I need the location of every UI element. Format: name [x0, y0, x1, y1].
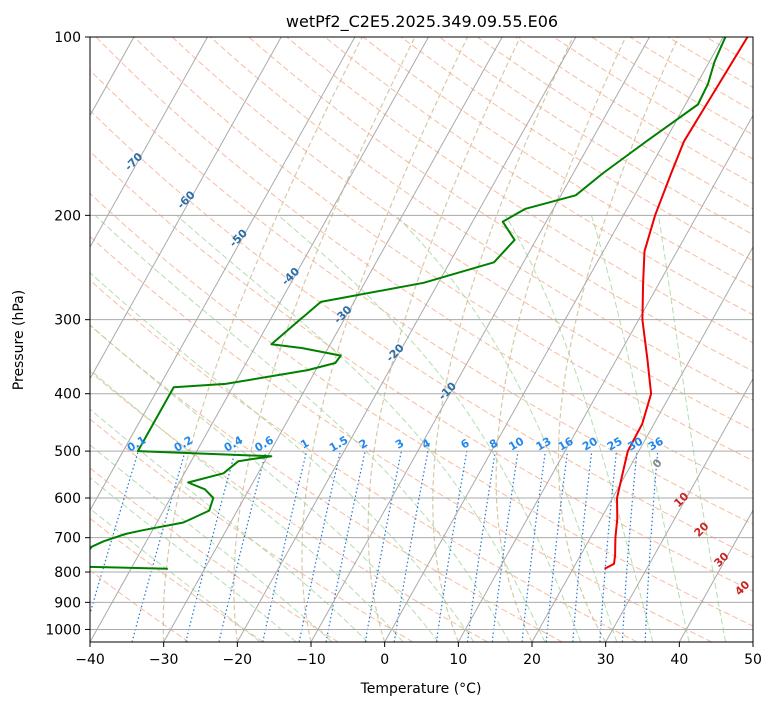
- isotherm-line: [90, 37, 208, 249]
- mixing-ratio-line: [218, 450, 267, 642]
- dry-adiabat: [210, 37, 753, 401]
- moist-adiabat: [658, 215, 727, 642]
- sounding-series: [90, 37, 749, 570]
- dry-adiabat: [90, 109, 753, 558]
- x-tick-label: 20: [523, 652, 541, 668]
- x-tick-label: −40: [75, 652, 105, 668]
- mixing-ratio-line: [572, 451, 593, 642]
- y-tick-label: 700: [54, 531, 81, 547]
- moist-adiabat: [90, 272, 475, 642]
- axes: −40 −30 −20 −10 0 10 20 30 40 50 100 200 300 400 500 60…: [45, 30, 762, 668]
- mixing-ratio-line: [491, 451, 519, 642]
- isotherm-line: [90, 37, 356, 512]
- background-curve: [557, 37, 679, 642]
- x-tick-label: −10: [296, 652, 326, 668]
- mixing-ratio-line: [466, 450, 496, 642]
- background-curve: [367, 37, 521, 642]
- chart-title: wetPf2_C2E5.2025.349.09.55.E06: [286, 12, 558, 32]
- dry-adiabat: [95, 37, 753, 493]
- isotherm-line: [605, 377, 753, 642]
- y-tick-label: 400: [54, 387, 81, 403]
- isotherm-line: [236, 37, 577, 642]
- mixing-ratio-line: [90, 450, 139, 616]
- dewpoint-line: [90, 37, 727, 570]
- y-axis-label: Pressure (hPa): [11, 290, 27, 390]
- x-tick-label: −30: [149, 652, 179, 668]
- moist-adiabat: [90, 477, 297, 642]
- isotherm-line: [90, 37, 429, 642]
- y-tick-label: 200: [54, 208, 81, 224]
- isotherm-line: [457, 114, 753, 642]
- moist-adiabat: [590, 215, 690, 642]
- mixing-ratio-line: [262, 450, 308, 642]
- mixing-ratio-line: [185, 450, 236, 642]
- background-curve: [432, 37, 574, 642]
- dry-adiabat: [90, 467, 339, 642]
- x-tick-label: 50: [744, 652, 762, 668]
- background-curve: [301, 37, 469, 642]
- isotherm-line: [310, 37, 650, 642]
- x-tick-label: −20: [223, 652, 253, 668]
- mixing-ratio-line: [599, 451, 618, 642]
- y-tick-label: 800: [54, 565, 81, 581]
- dry-adiabat: [90, 235, 712, 642]
- y-tick-label: 1000: [45, 622, 81, 638]
- dry-adiabat: [90, 370, 488, 642]
- isotherm-line: [384, 37, 724, 642]
- mixing-ratio-line: [545, 451, 569, 642]
- dry-adiabat: [90, 279, 638, 642]
- mixing-ratio-line: [298, 450, 341, 642]
- x-tick-label: 40: [670, 652, 688, 668]
- temperature-line: [604, 37, 749, 570]
- background-curve: [162, 37, 363, 642]
- isotherm-line: [90, 37, 282, 380]
- y-tick-label: 600: [54, 491, 81, 507]
- x-tick-label: 0: [380, 652, 389, 668]
- background-curve: [233, 37, 416, 642]
- dry-adiabat: [90, 517, 264, 642]
- x-tick-label: 10: [449, 652, 467, 668]
- moist-adiabat: [94, 214, 510, 642]
- isotherm-line: [678, 509, 753, 642]
- dry-adiabat: [90, 150, 753, 592]
- y-tick-label: 500: [54, 444, 81, 460]
- dry-adiabat: [90, 569, 190, 642]
- x-axis-label: Temperature (°C): [360, 681, 482, 697]
- dry-adiabat: [90, 192, 753, 627]
- y-tick-label: 900: [54, 595, 81, 611]
- dry-adiabat: [90, 69, 753, 525]
- isotherm-line: [531, 245, 753, 642]
- moist-adiabat: [395, 214, 618, 642]
- background-lines: [90, 37, 753, 642]
- dry-adiabat: [90, 324, 563, 642]
- plot-frame: [89, 36, 754, 643]
- isotherm-line: [163, 37, 503, 642]
- moist-adiabat: [176, 214, 546, 642]
- mixing-ratio-line: [521, 451, 546, 642]
- moist-adiabat: [90, 408, 369, 642]
- y-tick-label: 300: [54, 313, 81, 329]
- moist-adiabat: [90, 444, 333, 642]
- mixing-ratio-line: [435, 450, 468, 642]
- background-curve: [495, 37, 627, 642]
- dry-adiabat: [133, 37, 753, 462]
- dry-adiabat: [286, 37, 753, 344]
- y-tick-label: 100: [54, 30, 81, 46]
- moist-adiabat: [90, 324, 439, 642]
- moist-adiabat: [278, 214, 582, 642]
- x-tick-label: 30: [597, 652, 615, 668]
- dry-adiabat: [362, 37, 753, 289]
